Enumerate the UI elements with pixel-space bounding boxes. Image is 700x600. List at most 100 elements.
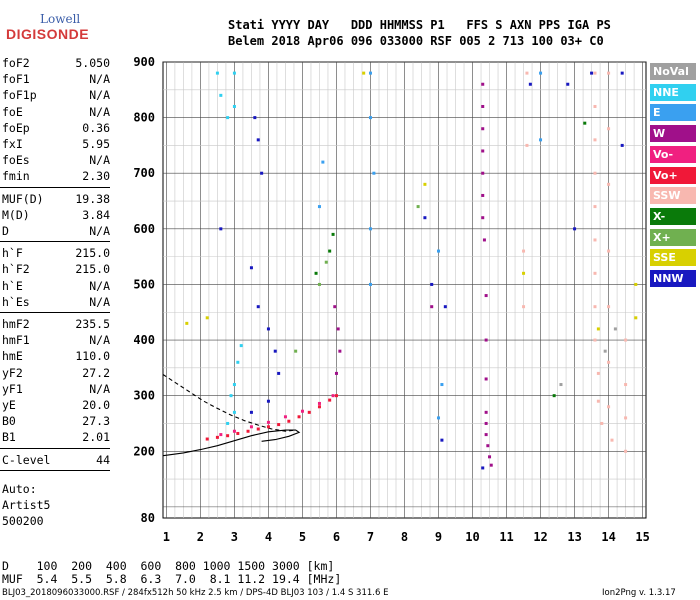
param-d: D N/A (2, 224, 110, 239)
echo-point-e (539, 138, 543, 142)
param-b0: B0 27.3 (2, 414, 110, 429)
echo-point-x (416, 205, 420, 209)
echo-point-nnw (620, 143, 624, 147)
param-label: fmin (2, 169, 30, 184)
echo-point-e (372, 171, 376, 175)
echo-point-w (481, 82, 485, 86)
param-label: C-level (2, 452, 51, 467)
auto-label: Auto: (2, 482, 37, 496)
param-hes: h`Es N/A (2, 295, 110, 310)
echo-point-w (486, 444, 490, 448)
echo-point-w (484, 410, 488, 414)
echo-point-w (484, 433, 488, 437)
echo-point-vo (219, 433, 223, 437)
param-label: MUF(D) (2, 191, 44, 206)
x-tick-label: 14 (601, 530, 615, 544)
echo-point-nnw (430, 282, 434, 286)
echo-point-sse (423, 182, 427, 186)
echo-point-x (314, 271, 318, 275)
echo-point-vo (317, 405, 321, 409)
auto-version: 500200 (2, 514, 44, 528)
echo-point-ssw (607, 249, 611, 253)
x-tick-label: 10 (465, 530, 479, 544)
echo-point-noval (559, 383, 563, 387)
param-value: 3.84 (82, 207, 110, 222)
echo-point-ssw (596, 371, 600, 375)
echo-point-w (482, 238, 486, 242)
echo-point-ssw (624, 449, 628, 453)
echo-point-sse (205, 316, 209, 320)
echo-point-w (481, 104, 485, 108)
param-fmin: fmin 2.30 (2, 169, 110, 184)
echo-point-x (331, 232, 335, 236)
param-fof1: foF1 N/A (2, 72, 110, 87)
distance-row: D 100 200 400 600 800 1000 1500 3000 [km… (2, 559, 335, 573)
param-fof2: foF2 5.050 (2, 56, 110, 71)
echo-point-nne (232, 410, 236, 414)
echo-point-w (484, 377, 488, 381)
echo-point-ssw (593, 171, 597, 175)
echo-point-nne (232, 71, 236, 75)
echo-point-ssw (607, 305, 611, 309)
param-fxi: fxI 5.95 (2, 137, 110, 152)
param-value: 0.36 (82, 120, 110, 135)
echo-point-e (368, 227, 372, 231)
echo-point-e (317, 205, 321, 209)
echo-point-vo (297, 415, 301, 419)
legend-item-nne: NNE (650, 83, 696, 101)
y-tick-label: 400 (133, 333, 155, 347)
echo-point-sse (522, 271, 526, 275)
echo-point-sse (596, 327, 600, 331)
echo-point-vo (287, 419, 291, 423)
echo-point-ssw (593, 138, 597, 142)
echo-point-nnw (253, 116, 257, 120)
echo-point-nnw (273, 349, 277, 353)
echo-point-vo (317, 401, 321, 405)
param-md: M(D) 3.84 (2, 208, 110, 223)
echo-point-sse (634, 282, 638, 286)
y-tick-label: 80 (141, 511, 155, 525)
param-value: N/A (89, 88, 110, 103)
echo-point-vo (307, 410, 311, 414)
echo-point-nnw (256, 305, 260, 309)
param-value: N/A (89, 333, 110, 348)
echo-point-ssw (593, 338, 597, 342)
param-separator (0, 186, 110, 188)
echo-point-vo (266, 425, 270, 429)
x-tick-label: 12 (533, 530, 547, 544)
echo-point-vo (283, 415, 287, 419)
echo-point-e (368, 71, 372, 75)
echo-point-nnw (249, 266, 253, 270)
param-label: M(D) (2, 207, 30, 222)
legend-item-x: X- (650, 207, 696, 225)
param-label: yE (2, 398, 16, 412)
echo-point-sse (634, 316, 638, 320)
y-tick-label: 900 (133, 55, 155, 69)
param-label: hmF2 (2, 317, 30, 331)
x-tick-label: 9 (435, 530, 442, 544)
param-label: fxI (2, 137, 23, 151)
param-value: 27.3 (82, 414, 110, 429)
echo-point-e (440, 383, 444, 387)
param-hf: h`F 215.0 (2, 246, 110, 261)
param-value: N/A (89, 294, 110, 309)
echo-point-w (334, 371, 338, 375)
echo-point-nnw (219, 227, 223, 231)
echo-point-ssw (607, 127, 611, 131)
echo-point-x (324, 260, 328, 264)
echo-point-sse (185, 321, 189, 325)
param-label: foF1p (2, 88, 37, 103)
echo-point-w (333, 305, 337, 309)
param-value: 215.0 (75, 262, 110, 277)
echo-point-nnw (256, 138, 260, 142)
echo-point-e (437, 416, 441, 420)
echo-point-ssw (607, 360, 611, 364)
echo-point-nnw (423, 216, 427, 220)
echo-point-w (484, 421, 488, 425)
echo-point-nne (226, 421, 230, 425)
echo-point-vo (232, 429, 236, 433)
echo-point-vo (236, 431, 240, 435)
x-tick-label: 11 (499, 530, 513, 544)
echo-point-ssw (525, 71, 529, 75)
